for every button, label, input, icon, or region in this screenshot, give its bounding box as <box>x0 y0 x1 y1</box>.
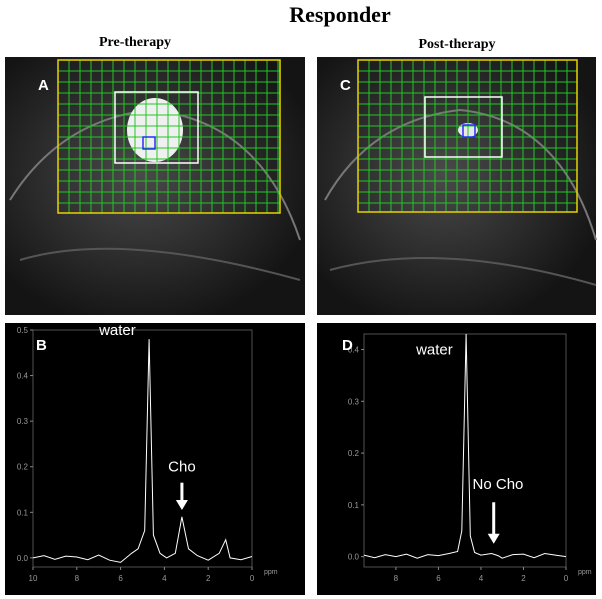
heading-left: Pre-therapy <box>99 35 171 50</box>
y-tick-label: 0.3 <box>17 417 29 426</box>
x-tick-label: 4 <box>479 574 484 583</box>
spectrum <box>363 333 567 559</box>
y-tick-label: 0.2 <box>17 463 29 472</box>
x-axis-label: ppm <box>578 569 592 576</box>
x-tick-label: 10 <box>29 574 38 583</box>
arrow-head <box>487 533 500 544</box>
y-tick-label: 0.1 <box>348 501 360 510</box>
panel-d <box>317 323 596 595</box>
x-tick-label: 0 <box>250 574 255 583</box>
annotation: water <box>98 322 136 339</box>
plot-frame <box>363 333 567 568</box>
x-tick-label: 2 <box>206 574 211 583</box>
heading-right: Post-therapy <box>419 37 496 52</box>
y-tick-label: 0.0 <box>348 553 360 562</box>
x-tick-label: 8 <box>75 574 80 583</box>
x-tick-label: 6 <box>118 574 123 583</box>
arrow-head <box>175 500 188 511</box>
annotation: water <box>415 342 453 359</box>
x-tick-label: 0 <box>564 574 569 583</box>
x-axis-label: ppm <box>264 569 278 576</box>
x-tick-label: 6 <box>436 574 441 583</box>
annotation: No Cho <box>473 476 524 493</box>
x-tick-label: 4 <box>162 574 167 583</box>
image-a: A <box>5 57 305 315</box>
panel-label: B <box>36 337 47 354</box>
y-tick-label: 0.2 <box>348 449 360 458</box>
y-tick-label: 0.3 <box>348 397 360 406</box>
image-c: C <box>317 57 597 315</box>
y-tick-label: 0.0 <box>17 554 29 563</box>
y-tick-label: 0.1 <box>17 508 29 517</box>
panel-b <box>5 323 305 595</box>
x-tick-label: 2 <box>521 574 526 583</box>
panel-label: D <box>342 337 353 354</box>
y-tick-label: 0.4 <box>348 346 360 355</box>
plot-frame <box>32 329 253 568</box>
title: Responder <box>289 2 391 27</box>
x-tick-label: 8 <box>394 574 399 583</box>
y-tick-label: 0.5 <box>17 326 29 335</box>
annotation: Cho <box>168 459 196 476</box>
panel-label: A <box>38 77 49 94</box>
y-tick-label: 0.4 <box>17 372 29 381</box>
panel-label: C <box>340 77 351 94</box>
spectrum <box>32 339 253 563</box>
